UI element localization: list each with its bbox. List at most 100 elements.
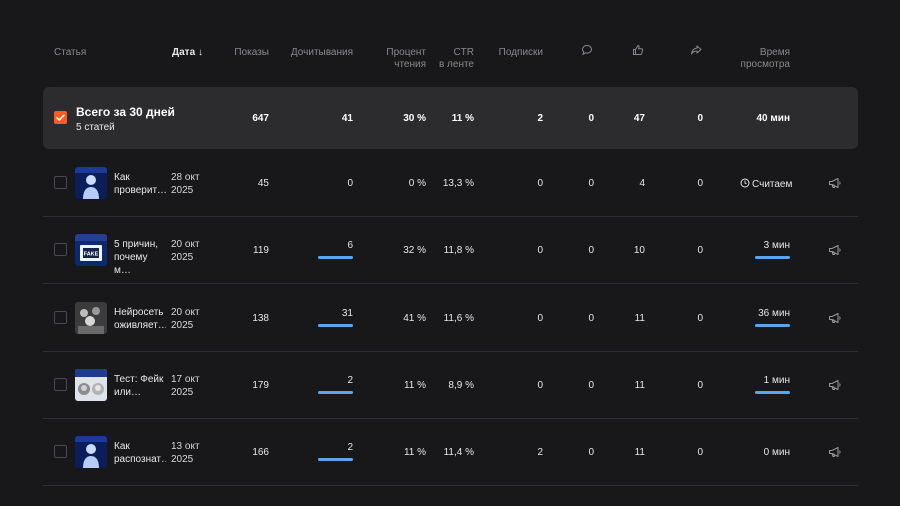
time-progress-bar bbox=[755, 391, 790, 394]
row-checkbox[interactable] bbox=[54, 445, 67, 458]
time-progress-bar bbox=[755, 256, 790, 259]
comment-icon[interactable] bbox=[581, 44, 593, 56]
row-read-pct: 41 % bbox=[403, 313, 426, 324]
megaphone-icon[interactable] bbox=[828, 379, 842, 391]
row-likes: 10 bbox=[633, 245, 645, 256]
header-view-time-l2: просмотра bbox=[740, 59, 790, 70]
thumbs-up-icon[interactable] bbox=[632, 44, 644, 56]
article-date: 17 окт 2025 bbox=[171, 373, 211, 399]
row-ctr: 11,6 % bbox=[443, 313, 474, 324]
reads-progress-bar bbox=[318, 458, 353, 461]
header-ctr-l2: в ленте bbox=[438, 59, 474, 70]
article-title-l2: распознат… bbox=[114, 454, 166, 465]
row-ctr: 11,8 % bbox=[443, 245, 474, 256]
row-reads: 2 bbox=[347, 442, 353, 453]
reads-progress-bar bbox=[318, 391, 353, 394]
row-checkbox[interactable] bbox=[54, 311, 67, 324]
row-divider bbox=[43, 351, 858, 352]
header-read-percent-l2: чтения bbox=[394, 59, 426, 70]
row-comments: 0 bbox=[588, 313, 594, 324]
table-row[interactable]: FAKE 5 причин, почему м… 20 окт 2025 6 11… bbox=[43, 217, 858, 284]
table-row[interactable]: Как распознат… 13 окт 2025 2 166 11 % 11,4 … bbox=[43, 419, 858, 486]
row-divider bbox=[43, 418, 858, 419]
header-views[interactable]: Показы bbox=[234, 47, 269, 58]
article-date-l2: 2025 bbox=[171, 185, 194, 196]
row-comments: 0 bbox=[588, 447, 594, 458]
header-article[interactable]: Статья bbox=[54, 47, 87, 58]
row-divider bbox=[43, 283, 858, 284]
select-all-checkbox[interactable] bbox=[54, 111, 67, 124]
time-progress-fill bbox=[755, 256, 790, 259]
article-thumbnail[interactable] bbox=[75, 369, 107, 401]
article-date-l2: 2025 bbox=[171, 320, 194, 331]
row-views: 138 bbox=[252, 313, 269, 324]
header-subscriptions[interactable]: Подписки bbox=[498, 47, 543, 58]
table-row[interactable]: Как проверит… 28 окт 2025 0 45 0 % 13,3 % 0 0… bbox=[43, 150, 858, 217]
row-ctr: 13,3 % bbox=[442, 178, 474, 189]
article-title[interactable]: Нейросеть оживляет… bbox=[114, 306, 166, 332]
header-date-label: Дата bbox=[172, 47, 196, 58]
table-header: Статья Дата ↓ Показы Дочитывания Процент… bbox=[0, 0, 900, 86]
row-comments: 0 bbox=[588, 178, 594, 189]
article-title-l1: Нейросеть bbox=[114, 307, 164, 318]
row-shares: 0 bbox=[697, 447, 703, 458]
clock-icon bbox=[740, 178, 750, 188]
row-view-time: Считаем bbox=[740, 178, 792, 191]
checkmark-icon bbox=[56, 114, 65, 121]
article-date-l1: 13 окт bbox=[171, 441, 200, 452]
row-reads: 6 bbox=[347, 240, 353, 251]
article-title-l1: Как bbox=[114, 441, 130, 452]
article-title[interactable]: 5 причин, почему м… bbox=[114, 238, 166, 277]
article-date: 13 окт 2025 bbox=[171, 440, 211, 466]
row-view-time: 3 мин bbox=[763, 240, 790, 251]
article-date: 28 окт 2025 bbox=[171, 171, 211, 197]
row-likes: 11 bbox=[634, 380, 645, 391]
summary-row: Всего за 30 дней 5 статей 647 41 30 % 11… bbox=[43, 87, 858, 149]
row-checkbox[interactable] bbox=[54, 378, 67, 391]
summary-subscriptions: 2 bbox=[537, 113, 543, 124]
reads-progress-bar bbox=[318, 256, 353, 259]
row-ctr: 11,4 % bbox=[443, 447, 474, 458]
table-row[interactable]: Нейросеть оживляет… 20 окт 2025 31 138 41 … bbox=[43, 285, 858, 352]
header-view-time[interactable]: Время просмотра bbox=[730, 47, 790, 71]
article-date-l2: 2025 bbox=[171, 454, 194, 465]
summary-reads: 41 bbox=[341, 113, 353, 124]
reads-progress-fill bbox=[318, 458, 353, 461]
reads-progress-fill bbox=[318, 324, 353, 327]
row-view-time: 1 мин bbox=[763, 375, 790, 386]
table-row[interactable]: Тест: Фейк или… 17 окт 2025 2 179 11 % 8,9 … bbox=[43, 352, 858, 419]
header-ctr[interactable]: CTR в ленте bbox=[430, 47, 474, 71]
row-subs: 2 bbox=[537, 447, 543, 458]
article-date-l1: 17 окт bbox=[171, 374, 200, 385]
share-icon[interactable] bbox=[690, 44, 702, 56]
row-likes: 11 bbox=[634, 313, 645, 324]
row-subs: 0 bbox=[537, 245, 543, 256]
megaphone-icon[interactable] bbox=[828, 244, 842, 256]
megaphone-icon[interactable] bbox=[828, 177, 842, 189]
row-checkbox[interactable] bbox=[54, 176, 67, 189]
header-date[interactable]: Дата ↓ bbox=[172, 47, 203, 59]
summary-ctr: 11 % bbox=[451, 113, 474, 124]
article-title[interactable]: Как проверит… bbox=[114, 171, 166, 197]
header-read-percent[interactable]: Процент чтения bbox=[370, 47, 426, 71]
row-checkbox[interactable] bbox=[54, 243, 67, 256]
article-thumbnail[interactable] bbox=[75, 436, 107, 468]
article-thumbnail[interactable]: FAKE bbox=[75, 234, 107, 266]
row-reads: 0 bbox=[347, 178, 353, 189]
header-ctr-l1: CTR bbox=[453, 47, 474, 58]
article-title-l1: 5 причин, bbox=[114, 239, 158, 250]
header-reads[interactable]: Дочитывания bbox=[290, 47, 353, 58]
megaphone-icon[interactable] bbox=[828, 446, 842, 458]
reads-progress-fill bbox=[318, 256, 353, 259]
article-title[interactable]: Тест: Фейк или… bbox=[114, 373, 166, 399]
row-view-time: 0 мин bbox=[763, 447, 790, 458]
row-read-pct: 11 % bbox=[403, 380, 426, 391]
article-thumbnail[interactable] bbox=[75, 302, 107, 334]
article-title[interactable]: Как распознат… bbox=[114, 440, 166, 466]
megaphone-icon[interactable] bbox=[828, 312, 842, 324]
article-date-l2: 2025 bbox=[171, 252, 194, 263]
summary-title: Всего за 30 дней bbox=[76, 105, 175, 119]
article-thumbnail[interactable] bbox=[75, 167, 107, 199]
article-title-l1: Как bbox=[114, 172, 130, 183]
time-progress-bar bbox=[755, 324, 790, 327]
